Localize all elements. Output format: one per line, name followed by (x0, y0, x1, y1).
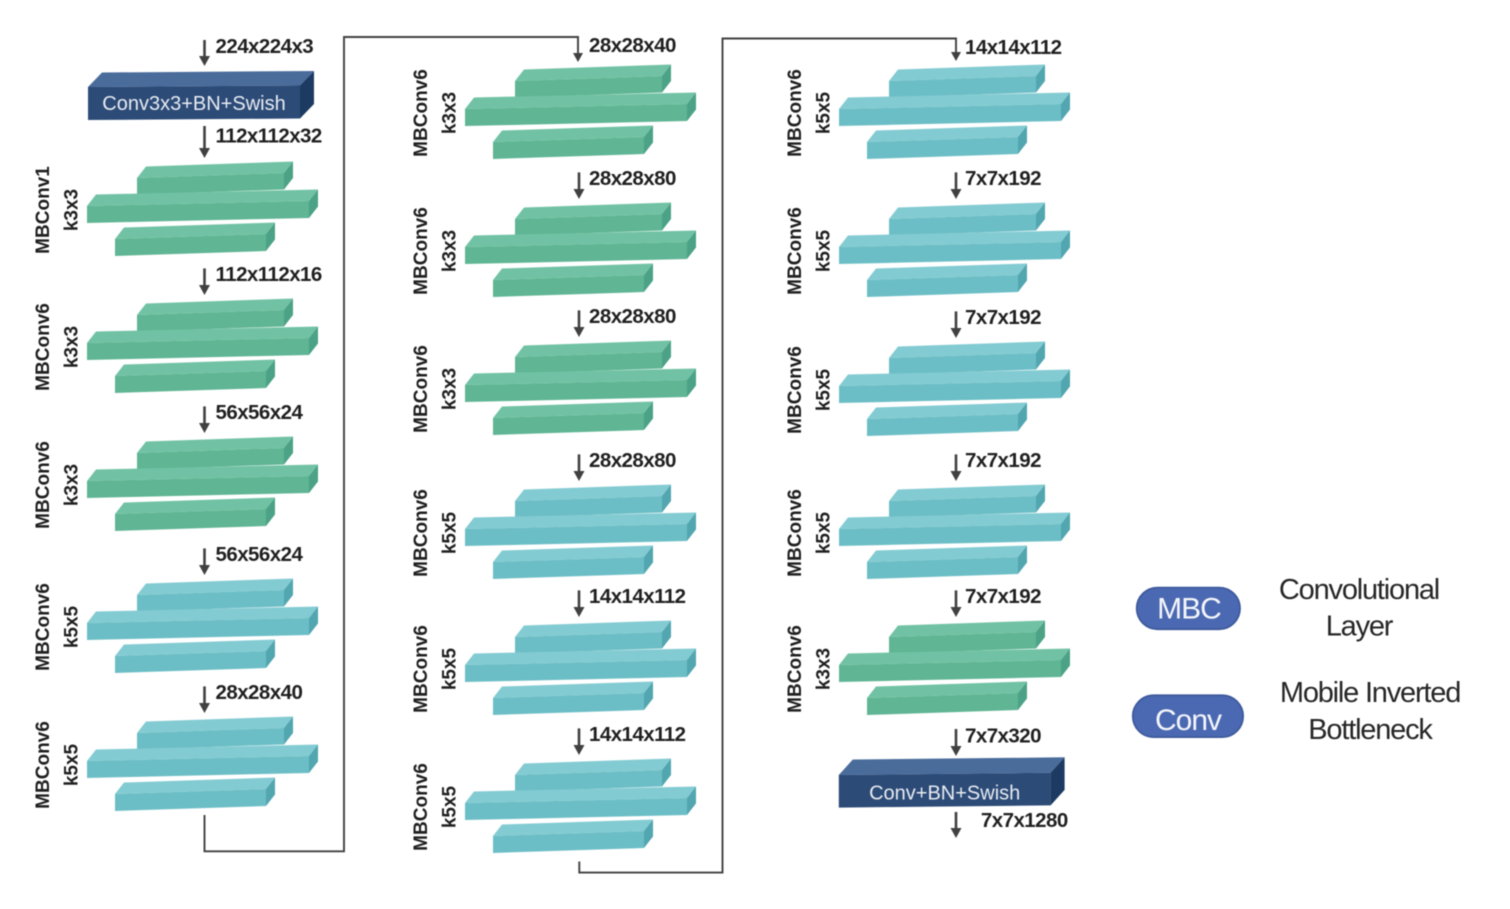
svg-text:28x28x40: 28x28x40 (589, 34, 676, 57)
svg-text:k3x3: k3x3 (440, 92, 461, 134)
svg-text:k5x5: k5x5 (62, 605, 83, 648)
svg-text:7x7x192: 7x7x192 (965, 167, 1041, 190)
svg-text:k5x5: k5x5 (814, 368, 835, 411)
svg-text:Mobile Inverted: Mobile Inverted (1280, 677, 1460, 709)
svg-text:k5x5: k5x5 (62, 743, 83, 786)
svg-text:7x7x192: 7x7x192 (965, 306, 1041, 329)
svg-text:k3x3: k3x3 (62, 326, 83, 368)
svg-text:k5x5: k5x5 (814, 91, 835, 134)
svg-text:MBConv6: MBConv6 (33, 583, 54, 671)
svg-text:14x14x112: 14x14x112 (589, 585, 686, 608)
svg-text:Conv+BN+Swish: Conv+BN+Swish (869, 782, 1020, 804)
svg-text:MBConv6: MBConv6 (411, 625, 432, 713)
svg-text:7x7x1280: 7x7x1280 (981, 809, 1068, 832)
svg-text:k5x5: k5x5 (440, 511, 461, 554)
svg-text:14x14x112: 14x14x112 (589, 723, 686, 746)
svg-text:MBConv1: MBConv1 (33, 166, 54, 254)
svg-text:7x7x320: 7x7x320 (965, 724, 1041, 747)
svg-text:Conv: Conv (1155, 704, 1222, 737)
svg-text:MBConv6: MBConv6 (785, 346, 806, 434)
svg-text:Convolutional: Convolutional (1279, 574, 1439, 606)
svg-text:MBConv6: MBConv6 (411, 69, 432, 157)
svg-text:14x14x112: 14x14x112 (965, 36, 1062, 59)
svg-text:224x224x3: 224x224x3 (216, 35, 314, 58)
svg-text:Layer: Layer (1326, 611, 1394, 643)
svg-text:k5x5: k5x5 (440, 647, 461, 690)
svg-text:7x7x192: 7x7x192 (965, 449, 1041, 472)
svg-text:k5x5: k5x5 (814, 229, 835, 272)
svg-text:k5x5: k5x5 (814, 511, 835, 554)
svg-text:MBConv6: MBConv6 (411, 207, 432, 295)
svg-text:k3x3: k3x3 (62, 189, 83, 231)
svg-text:MBConv6: MBConv6 (411, 763, 432, 851)
svg-text:Bottleneck: Bottleneck (1308, 714, 1433, 746)
svg-text:MBConv6: MBConv6 (785, 625, 806, 713)
svg-text:MBConv6: MBConv6 (411, 489, 432, 577)
svg-text:112x112x32: 112x112x32 (216, 124, 322, 147)
svg-text:Conv3x3+BN+Swish: Conv3x3+BN+Swish (102, 93, 285, 115)
svg-text:MBConv6: MBConv6 (33, 441, 54, 529)
svg-text:28x28x80: 28x28x80 (589, 167, 676, 190)
svg-text:56x56x24: 56x56x24 (216, 401, 304, 424)
svg-text:MBConv6: MBConv6 (33, 721, 54, 809)
svg-text:MBConv6: MBConv6 (785, 489, 806, 577)
svg-text:7x7x192: 7x7x192 (965, 585, 1041, 608)
svg-text:k3x3: k3x3 (814, 648, 835, 690)
svg-text:28x28x80: 28x28x80 (589, 449, 676, 472)
svg-text:k3x3: k3x3 (440, 368, 461, 410)
svg-text:MBConv6: MBConv6 (411, 345, 432, 433)
svg-text:MBConv6: MBConv6 (33, 303, 54, 391)
svg-text:MBC: MBC (1157, 592, 1221, 625)
svg-text:MBConv6: MBConv6 (785, 207, 806, 295)
svg-text:k3x3: k3x3 (62, 464, 83, 506)
svg-text:MBConv6: MBConv6 (785, 69, 806, 157)
svg-text:k5x5: k5x5 (440, 785, 461, 828)
svg-text:112x112x16: 112x112x16 (216, 263, 322, 286)
svg-text:28x28x80: 28x28x80 (589, 305, 676, 328)
svg-text:56x56x24: 56x56x24 (216, 543, 304, 566)
svg-text:k3x3: k3x3 (440, 230, 461, 272)
svg-text:28x28x40: 28x28x40 (216, 681, 303, 704)
